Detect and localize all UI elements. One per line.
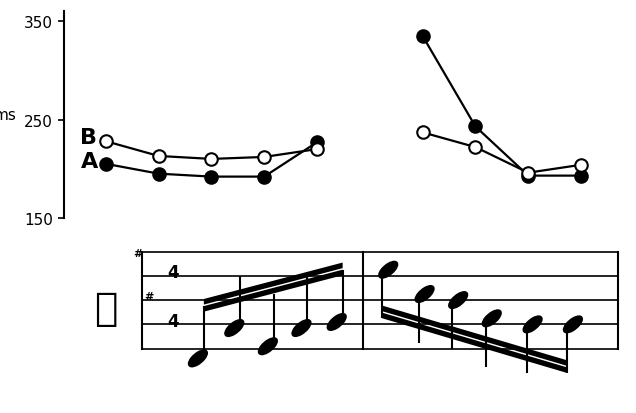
Ellipse shape xyxy=(415,286,434,302)
Ellipse shape xyxy=(225,320,244,336)
Ellipse shape xyxy=(523,316,542,333)
Polygon shape xyxy=(382,306,567,366)
Ellipse shape xyxy=(563,316,582,333)
Text: 4: 4 xyxy=(167,312,179,330)
Ellipse shape xyxy=(189,350,207,367)
Polygon shape xyxy=(204,263,343,305)
Text: #: # xyxy=(134,249,142,259)
Ellipse shape xyxy=(328,314,346,330)
Ellipse shape xyxy=(449,292,467,309)
Polygon shape xyxy=(204,270,343,312)
Ellipse shape xyxy=(259,338,277,354)
Ellipse shape xyxy=(379,262,398,278)
Text: B: B xyxy=(81,128,97,148)
Text: 𝄞: 𝄞 xyxy=(94,289,117,327)
Ellipse shape xyxy=(293,320,310,336)
Ellipse shape xyxy=(483,311,501,327)
Text: A: A xyxy=(81,152,98,171)
Polygon shape xyxy=(382,313,567,373)
Text: 4: 4 xyxy=(167,263,179,282)
Y-axis label: ms: ms xyxy=(0,108,16,123)
Text: #: # xyxy=(144,292,153,302)
